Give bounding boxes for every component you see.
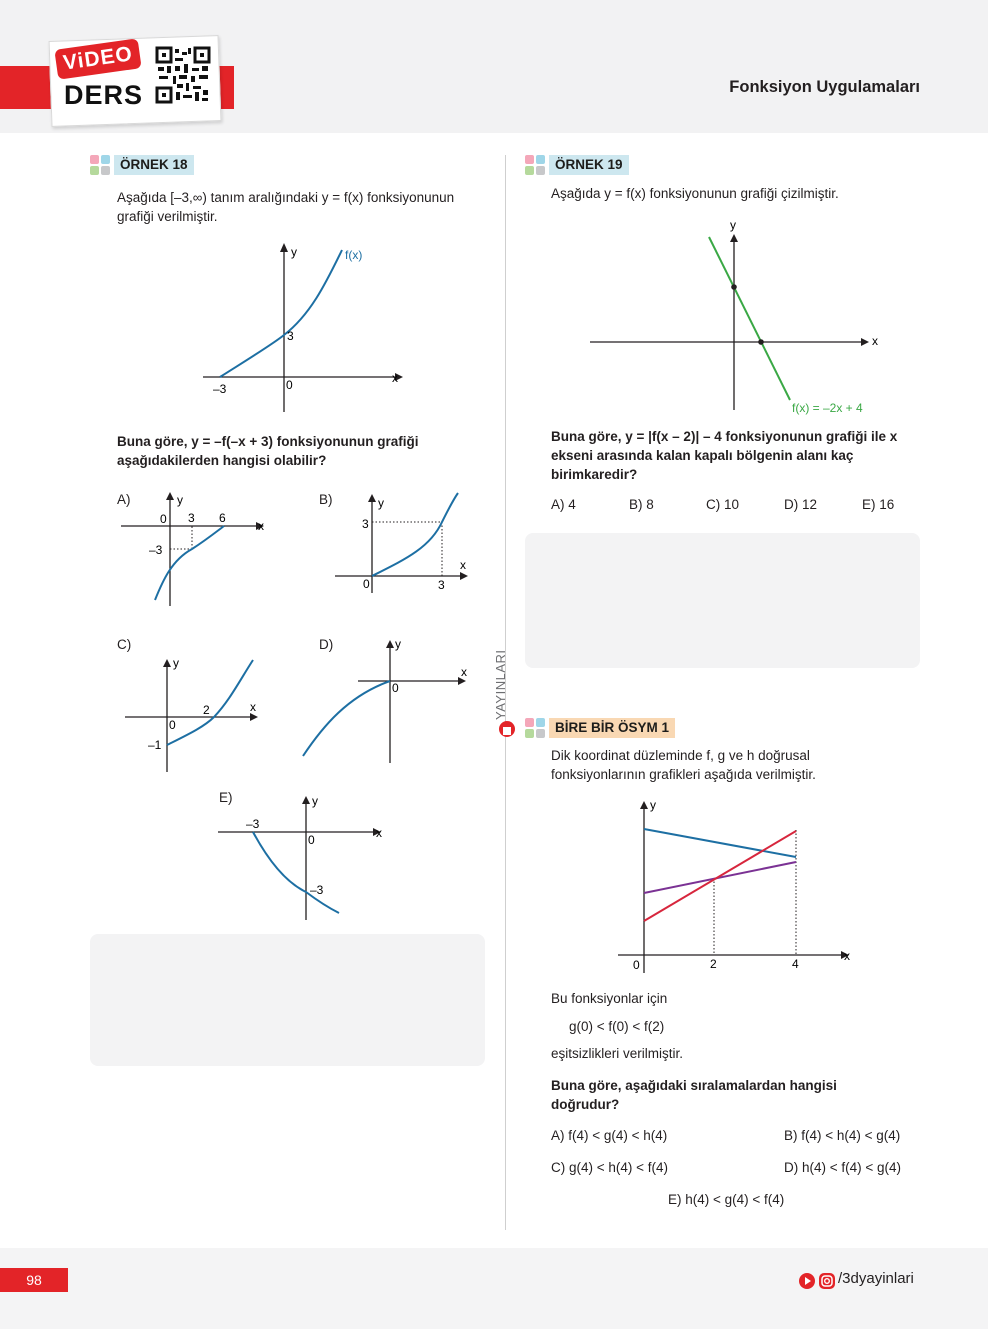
example-19-graph: y x f(x) = –2x + 4: [590, 218, 878, 415]
purple-line: [643, 861, 797, 894]
social-handle[interactable]: /3dyayinlari: [838, 1270, 914, 1287]
osym-line1: Bu fonksiyonlar için: [551, 991, 668, 1006]
y-label: y: [730, 218, 736, 232]
line-label: f(x) = –2x + 4: [792, 401, 863, 415]
page-title: Fonksiyon Uygulamaları: [729, 78, 920, 96]
d-tick-0: 0: [392, 681, 399, 695]
origin-label: 0: [286, 378, 293, 392]
osym-graph: y x 0 2 4: [618, 798, 850, 973]
a-tick-0: 0: [160, 512, 167, 526]
osym-option-b[interactable]: B) f(4) < h(4) < g(4): [784, 1128, 901, 1143]
y-axis-arrow: [280, 243, 288, 252]
option-c-graph[interactable]: y x 0 2 –1: [122, 655, 267, 775]
option-a-label[interactable]: A): [117, 492, 131, 507]
ex19-option-e[interactable]: E) 16: [862, 497, 895, 512]
f-curve: [219, 249, 343, 378]
ex19-option-c[interactable]: C) 10: [706, 497, 740, 512]
example-19-answer-box[interactable]: [525, 533, 920, 668]
x-tick-minus-3: –3: [213, 382, 227, 396]
option-c-label[interactable]: C): [117, 637, 132, 652]
b-tick-0: 0: [363, 577, 370, 591]
ex19-option-b[interactable]: B) 8: [629, 497, 654, 512]
a-tick-minus-3: –3: [149, 543, 163, 557]
x-label: x: [392, 371, 398, 385]
squares-icon: [90, 155, 110, 175]
example-18-question: Buna göre, y = –f(–x + 3) fonksiyonunun …: [117, 434, 419, 468]
osym-question: Buna göre, aşağıdaki sıralamalardan hang…: [551, 1078, 837, 1112]
publisher-logo-icon: [499, 721, 515, 737]
c-x-label: x: [250, 700, 256, 714]
footer-band: [0, 1248, 988, 1329]
example-18-graph: y x f(x) 3 –3 0: [203, 243, 403, 412]
y-label: y: [650, 798, 656, 812]
b-x-label: x: [460, 558, 466, 572]
ders-label: DERS: [64, 80, 144, 110]
ex19-option-d[interactable]: D) 12: [784, 497, 818, 512]
osym-option-e[interactable]: E) h(4) < g(4) < f(4): [668, 1192, 785, 1207]
ex19-option-a[interactable]: A) 4: [551, 497, 576, 512]
red-line: [643, 830, 797, 922]
option-a-graph[interactable]: y x 0 3 6 –3: [118, 490, 273, 610]
c-tick-0: 0: [169, 718, 176, 732]
b-tick-3y: 3: [362, 517, 369, 531]
option-b-graph[interactable]: y x 3 0 3: [332, 490, 477, 595]
blue-line: [643, 828, 797, 858]
tick-4: 4: [792, 957, 799, 971]
option-e-graph[interactable]: y x –3 0 –3: [215, 790, 390, 925]
c-tick-2: 2: [203, 703, 210, 717]
example-19-intro: Aşağıda y = f(x) fonksiyonunun grafiği ç…: [551, 186, 839, 201]
a-x-label: x: [258, 519, 264, 533]
f-line: [708, 236, 791, 401]
e-y-label: y: [312, 794, 318, 808]
osym-inequality: g(0) < f(0) < f(2): [569, 1019, 665, 1034]
option-b-label[interactable]: B): [319, 492, 333, 507]
option-d-graph[interactable]: y x 0: [298, 636, 473, 766]
a-tick-6: 6: [219, 511, 226, 525]
squares-icon: [525, 155, 545, 175]
x-intercept-point: [758, 339, 764, 345]
example-18-answer-box[interactable]: [90, 934, 485, 1066]
x-label: x: [872, 334, 878, 348]
youtube-instagram-icon[interactable]: [799, 1272, 835, 1290]
b-tick-3x: 3: [438, 578, 445, 592]
a-tick-3: 3: [188, 511, 195, 525]
osym-intro: Dik koordinat düzleminde f, g ve h doğru…: [551, 748, 816, 782]
example-19-question: Buna göre, y = |f(x – 2)| – 4 fonksiyonu…: [551, 429, 898, 482]
e-tick-0: 0: [308, 833, 315, 847]
option-e-label[interactable]: E): [219, 790, 233, 805]
publisher-side-label: YAYINLARI: [493, 649, 508, 720]
column-divider: [505, 155, 506, 1230]
example-19-tag: ÖRNEK 19: [549, 155, 629, 175]
example-18-intro: Aşağıda [–3,∞) tanım aralığındaki y = f(…: [117, 190, 455, 224]
curve-label: f(x): [345, 248, 362, 262]
d-x-label: x: [461, 665, 467, 679]
a-y-label: y: [177, 493, 183, 507]
tick-2: 2: [710, 957, 717, 971]
d-y-label: y: [395, 637, 401, 651]
e-x-label: x: [376, 826, 382, 840]
osym-option-c[interactable]: C) g(4) < h(4) < f(4): [551, 1160, 669, 1175]
squares-icon: [525, 718, 545, 738]
option-d-label[interactable]: D): [319, 637, 334, 652]
c-y-label: y: [173, 656, 179, 670]
y-label: y: [291, 245, 297, 259]
c-tick-minus-1: –1: [148, 738, 162, 752]
osym-tag: BİRE BİR ÖSYM 1: [549, 718, 676, 738]
x-axis-arrow: [395, 373, 403, 381]
tick-0: 0: [633, 958, 640, 972]
qr-code-icon[interactable]: [155, 46, 211, 104]
osym-option-d[interactable]: D) h(4) < f(4) < g(4): [784, 1160, 902, 1175]
example-18-tag: ÖRNEK 18: [114, 155, 194, 175]
e-tick-minus-3y: –3: [310, 883, 324, 897]
osym-option-a[interactable]: A) f(4) < g(4) < h(4): [551, 1128, 668, 1143]
y-tick-3: 3: [287, 329, 294, 343]
e-tick-minus-3x: –3: [246, 817, 260, 831]
page-number: 98: [0, 1268, 68, 1292]
y-intercept-point: [731, 284, 737, 290]
osym-line2: eşitsizlikleri verilmiştir.: [551, 1046, 684, 1061]
x-label: x: [844, 949, 850, 963]
b-y-label: y: [378, 496, 384, 510]
